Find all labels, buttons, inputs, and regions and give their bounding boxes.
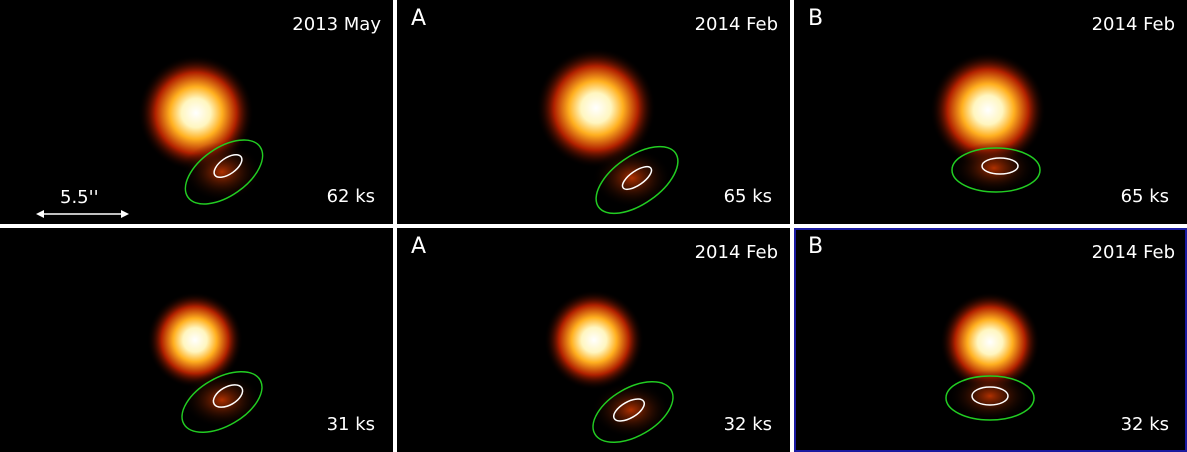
epoch-label: 2014 Feb — [1091, 242, 1175, 263]
xray-image — [930, 52, 1046, 194]
outer-region-ellipse — [181, 370, 263, 434]
diffuse-emission — [182, 142, 262, 202]
panel-letter: A — [411, 234, 427, 259]
exposure-label: 31 ks — [326, 414, 375, 435]
panel-letter: B — [808, 6, 824, 31]
panel-bottom-3: B 2014 Feb 32 ks — [794, 228, 1187, 452]
exposure-label: 62 ks — [326, 186, 375, 207]
panel-bottom-2: A 2014 Feb 32 ks — [397, 228, 790, 452]
xray-image — [147, 292, 263, 434]
xray-image — [536, 48, 679, 215]
inner-region-ellipse — [213, 153, 243, 179]
exposure-label: 65 ks — [723, 186, 772, 207]
diffuse-emission — [952, 142, 1036, 194]
exposure-label: 32 ks — [1120, 414, 1169, 435]
diffuse-emission — [591, 382, 671, 438]
xray-image — [36, 55, 264, 218]
panel-top-1: 2013 May 62 ks 5.5'' — [0, 0, 393, 224]
inner-region-ellipse — [621, 165, 653, 191]
inner-region-ellipse — [981, 157, 1019, 175]
inner-region-ellipse — [212, 384, 244, 408]
outer-region-ellipse — [184, 139, 264, 205]
diffuse-emission — [948, 370, 1032, 422]
outer-region-ellipse — [592, 380, 674, 444]
exposure-label: 32 ks — [723, 414, 772, 435]
xray-image — [544, 290, 674, 444]
panel-top-3: B 2014 Feb 65 ks — [794, 0, 1187, 224]
panel-letter: B — [808, 234, 824, 259]
exposure-label: 65 ks — [1120, 186, 1169, 207]
bright-source — [536, 48, 656, 168]
epoch-label: 2014 Feb — [1091, 14, 1175, 35]
panel-letter: A — [411, 6, 427, 31]
scale-bar-label: 5.5'' — [60, 187, 99, 208]
panel-top-2: A 2014 Feb 65 ks — [397, 0, 790, 224]
scale-bar — [36, 210, 129, 218]
inner-region-ellipse — [612, 398, 646, 422]
outer-region-ellipse — [945, 375, 1035, 421]
outer-region-ellipse — [951, 147, 1041, 193]
inner-region-ellipse — [971, 386, 1009, 406]
diffuse-emission — [592, 148, 672, 208]
panel-bottom-1: 31 ks — [0, 228, 393, 452]
bright-source — [138, 55, 254, 171]
epoch-label: 2014 Feb — [694, 242, 778, 263]
xray-image — [940, 292, 1040, 422]
epoch-label: 2013 May — [292, 14, 381, 35]
bright-source — [940, 292, 1040, 392]
outer-region-ellipse — [595, 145, 679, 215]
diffuse-emission — [182, 372, 262, 428]
bright-source — [544, 290, 644, 390]
epoch-label: 2014 Feb — [694, 14, 778, 35]
bright-source — [147, 292, 243, 388]
bright-source — [930, 52, 1046, 168]
